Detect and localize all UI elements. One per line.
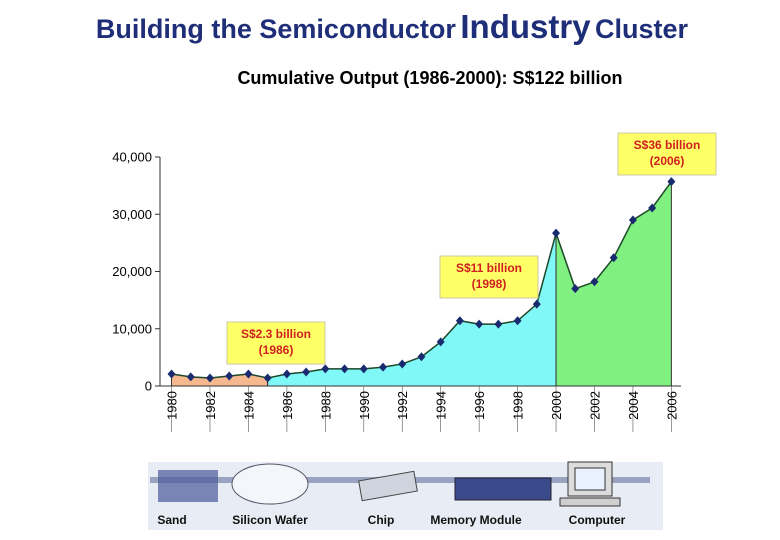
process-label: Silicon Wafer (232, 513, 308, 527)
data-marker (590, 277, 599, 287)
data-marker (167, 369, 176, 379)
data-marker (513, 316, 522, 326)
y-tick-label: 20,000 (112, 264, 152, 279)
data-marker (475, 319, 484, 329)
x-tick-label: 1984 (241, 391, 256, 420)
callout-text: (1986) (259, 343, 294, 357)
title-part: Industry (460, 8, 591, 45)
data-marker (282, 369, 291, 379)
x-tick-label: 2000 (549, 391, 564, 420)
callout-text: (1998) (472, 277, 507, 291)
callout-box (439, 255, 539, 299)
y-tick-label: 40,000 (112, 150, 152, 165)
data-marker (205, 373, 214, 383)
x-tick-label: 2004 (626, 391, 641, 420)
data-marker (417, 352, 426, 362)
callout-text: (2006) (650, 154, 685, 168)
data-marker (532, 299, 541, 309)
y-tick-label: 30,000 (112, 207, 152, 222)
data-marker (302, 367, 311, 377)
x-tick-label: 1994 (434, 391, 449, 420)
x-tick-label: 1980 (165, 391, 180, 420)
module-icon (454, 477, 552, 501)
data-marker (321, 364, 330, 374)
data-marker (609, 253, 618, 263)
x-tick-label: 1990 (357, 391, 372, 420)
y-tick-label: 0 (145, 379, 152, 394)
x-tick-label: 1998 (511, 391, 526, 420)
data-marker (340, 364, 349, 374)
callout-text: S$36 billion (634, 138, 701, 152)
callout-box (617, 132, 717, 176)
data-marker (186, 372, 195, 382)
subtitle: Cumulative Output (1986-2000): S$122 bil… (237, 68, 622, 88)
data-marker (648, 203, 657, 213)
x-tick-label: 1992 (395, 391, 410, 420)
data-marker (225, 371, 234, 381)
data-marker (359, 364, 368, 374)
wafer-icon (231, 463, 309, 505)
process-label: Memory Module (430, 513, 522, 527)
data-marker (263, 373, 272, 383)
data-marker (244, 369, 253, 379)
x-tick-label: 1982 (203, 391, 218, 420)
data-marker (436, 337, 445, 347)
data-marker (455, 316, 464, 326)
keyboard-icon (559, 497, 621, 507)
process-label: Sand (157, 513, 186, 527)
plot: 0 10,000 20,000 30,000 40,000 1980 1982 1984 198… (112, 132, 717, 432)
callout-text: S$2.3 billion (241, 327, 311, 341)
x-tick-label: 1996 (472, 391, 487, 420)
process-label: Computer (569, 513, 626, 527)
data-marker (494, 319, 503, 329)
sand-icon (158, 470, 218, 502)
title-part: Cluster (595, 14, 689, 44)
data-marker (552, 228, 561, 238)
data-marker (398, 359, 407, 369)
data-marker (667, 177, 676, 187)
slide-title: Building the Semiconductor Industry Clus… (96, 8, 689, 45)
x-tick-label: 1986 (280, 391, 295, 420)
title-part: Building the Semiconductor (96, 14, 456, 44)
callout-box (226, 321, 326, 365)
callout-text: S$11 billion (456, 261, 522, 275)
data-marker (379, 362, 388, 372)
x-tick-label: 2002 (587, 391, 602, 420)
process-label: Chip (368, 513, 395, 527)
data-marker (571, 284, 580, 294)
y-tick-label: 10,000 (112, 321, 152, 336)
computer-screen (574, 467, 606, 491)
process-band: Sand Silicon Wafer Chip Memory Module Comput… (148, 461, 663, 530)
x-tick-label: 2006 (664, 391, 679, 420)
chip-icon (358, 470, 418, 502)
x-tick-label: 1988 (318, 391, 333, 420)
data-marker (628, 215, 637, 225)
